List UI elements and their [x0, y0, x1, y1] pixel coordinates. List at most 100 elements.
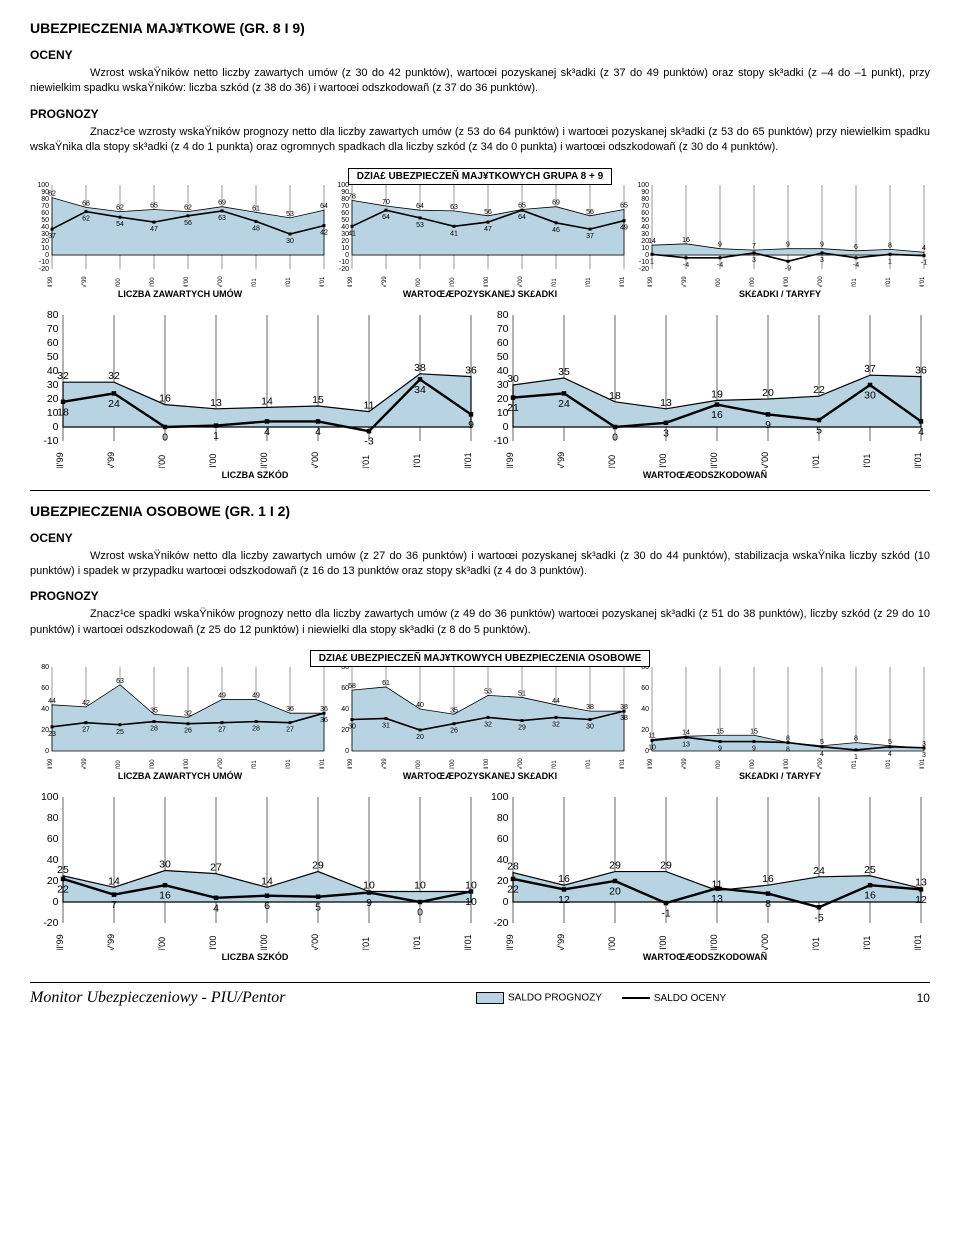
svg-text:35: 35: [150, 707, 158, 714]
svg-text:56: 56: [184, 219, 192, 226]
svg-text:III'00: III'00: [259, 452, 269, 468]
svg-text:IV'00: IV'00: [218, 275, 224, 286]
svg-text:III'00: III'00: [709, 935, 719, 951]
svg-text:22: 22: [57, 884, 69, 896]
svg-text:60: 60: [341, 210, 349, 217]
svg-text:7: 7: [752, 243, 756, 250]
svg-text:22: 22: [813, 384, 825, 396]
label-liczba-szkod: LICZBA SZKÓD: [30, 470, 480, 480]
svg-text:IV'99: IV'99: [82, 275, 88, 286]
svg-text:60: 60: [47, 337, 59, 349]
s2-prognozy-text: Znacz¹ce spadki wskaŸników prognozy nett…: [30, 607, 930, 638]
svg-text:13: 13: [682, 741, 690, 748]
svg-text:IV'99: IV'99: [382, 758, 388, 769]
svg-text:II'00: II'00: [150, 759, 156, 769]
svg-text:-20: -20: [639, 266, 649, 273]
svg-text:20: 20: [341, 238, 349, 245]
svg-text:69: 69: [218, 199, 226, 206]
block2-row2: III'99IV'99I'00II'00III'00IV'00I'01II'01…: [30, 785, 930, 962]
svg-text:42: 42: [82, 700, 90, 707]
svg-text:-5: -5: [814, 912, 823, 924]
svg-text:II'00: II'00: [150, 276, 156, 286]
svg-text:II'01: II'01: [412, 453, 422, 467]
svg-text:16: 16: [682, 236, 690, 243]
svg-text:60: 60: [641, 210, 649, 217]
svg-text:I'00: I'00: [716, 277, 722, 286]
svg-text:24: 24: [813, 865, 825, 877]
svg-text:IV'99: IV'99: [106, 451, 116, 467]
svg-text:20: 20: [416, 734, 424, 741]
s1-oceny-text: Wzrost wskaŸników netto liczby zawartych…: [30, 66, 930, 97]
svg-text:III'01: III'01: [320, 758, 326, 769]
svg-text:I'01: I'01: [852, 277, 858, 286]
chart-b2r2-1: III'99IV'99I'00II'00III'00IV'00I'01II'01…: [480, 785, 930, 950]
svg-text:I'00: I'00: [116, 760, 122, 769]
svg-text:0: 0: [53, 896, 59, 908]
divider: [30, 490, 930, 491]
svg-text:3: 3: [922, 752, 926, 759]
svg-text:I'01: I'01: [552, 277, 558, 286]
svg-text:27: 27: [82, 727, 90, 734]
svg-text:100: 100: [41, 791, 59, 803]
svg-text:60: 60: [41, 210, 49, 217]
svg-text:0: 0: [503, 421, 509, 433]
svg-text:8: 8: [854, 736, 858, 743]
svg-text:I'00: I'00: [116, 277, 122, 286]
svg-text:30: 30: [159, 859, 171, 871]
svg-text:41: 41: [348, 230, 356, 237]
svg-text:14: 14: [261, 875, 273, 887]
svg-text:60: 60: [497, 833, 509, 845]
svg-text:II'01: II'01: [862, 453, 872, 467]
svg-text:38: 38: [620, 715, 628, 722]
svg-text:70: 70: [341, 203, 349, 210]
svg-text:80: 80: [47, 309, 59, 321]
label-wartosc-odszk: WARTOŒÆODSZKODOWAÑ: [480, 470, 930, 480]
svg-text:I'00: I'00: [416, 760, 422, 769]
svg-text:40: 40: [416, 702, 424, 709]
svg-text:-10: -10: [39, 259, 49, 266]
svg-text:II'01: II'01: [586, 276, 592, 286]
block2-row1: III'99IV'99I'00II'00III'00IV'00I'01II'01…: [30, 659, 930, 781]
svg-text:58: 58: [348, 683, 356, 690]
svg-text:80: 80: [497, 309, 509, 321]
block1-row1: III'99 IV'99 I'00 II'00 III'00 IV'00 I'01 II'01…: [30, 177, 930, 299]
legend-oceny-label: SALDO OCENY: [654, 993, 726, 1004]
svg-text:III'99: III'99: [348, 758, 354, 769]
svg-text:10: 10: [414, 880, 426, 892]
svg-text:25: 25: [116, 729, 124, 736]
svg-text:-10: -10: [43, 435, 58, 447]
svg-text:5: 5: [820, 739, 824, 746]
svg-text:63: 63: [116, 678, 124, 685]
svg-text:-20: -20: [43, 917, 58, 929]
svg-text:13: 13: [915, 876, 927, 888]
svg-text:9: 9: [468, 418, 474, 430]
svg-text:14: 14: [682, 729, 690, 736]
svg-text:60: 60: [41, 685, 49, 692]
svg-text:27: 27: [210, 862, 222, 874]
svg-text:I'00: I'00: [157, 937, 167, 950]
svg-text:IV'99: IV'99: [556, 934, 566, 950]
legend: SALDO PROGNOZY SALDO OCENY: [476, 992, 726, 1004]
page-number: 10: [917, 991, 930, 1005]
svg-text:III'99: III'99: [55, 452, 65, 468]
svg-text:0: 0: [162, 431, 168, 443]
svg-text:IV'99: IV'99: [106, 934, 116, 950]
svg-text:7: 7: [111, 899, 117, 911]
svg-text:IV'00: IV'00: [760, 934, 770, 950]
svg-text:0: 0: [345, 748, 349, 755]
svg-text:4: 4: [820, 751, 824, 758]
svg-text:III'01: III'01: [913, 935, 923, 951]
svg-text:64: 64: [320, 203, 328, 210]
svg-text:26: 26: [184, 728, 192, 735]
svg-text:III'01: III'01: [913, 452, 923, 468]
svg-text:III'00: III'00: [484, 275, 490, 286]
svg-text:53: 53: [416, 221, 424, 228]
svg-text:30: 30: [286, 238, 294, 245]
svg-text:100: 100: [491, 791, 509, 803]
svg-text:25: 25: [57, 864, 69, 876]
svg-text:6: 6: [854, 243, 858, 250]
svg-text:4: 4: [213, 902, 219, 914]
svg-text:III'99: III'99: [648, 275, 654, 286]
svg-text:16: 16: [762, 873, 774, 885]
svg-text:III'99: III'99: [55, 935, 65, 951]
